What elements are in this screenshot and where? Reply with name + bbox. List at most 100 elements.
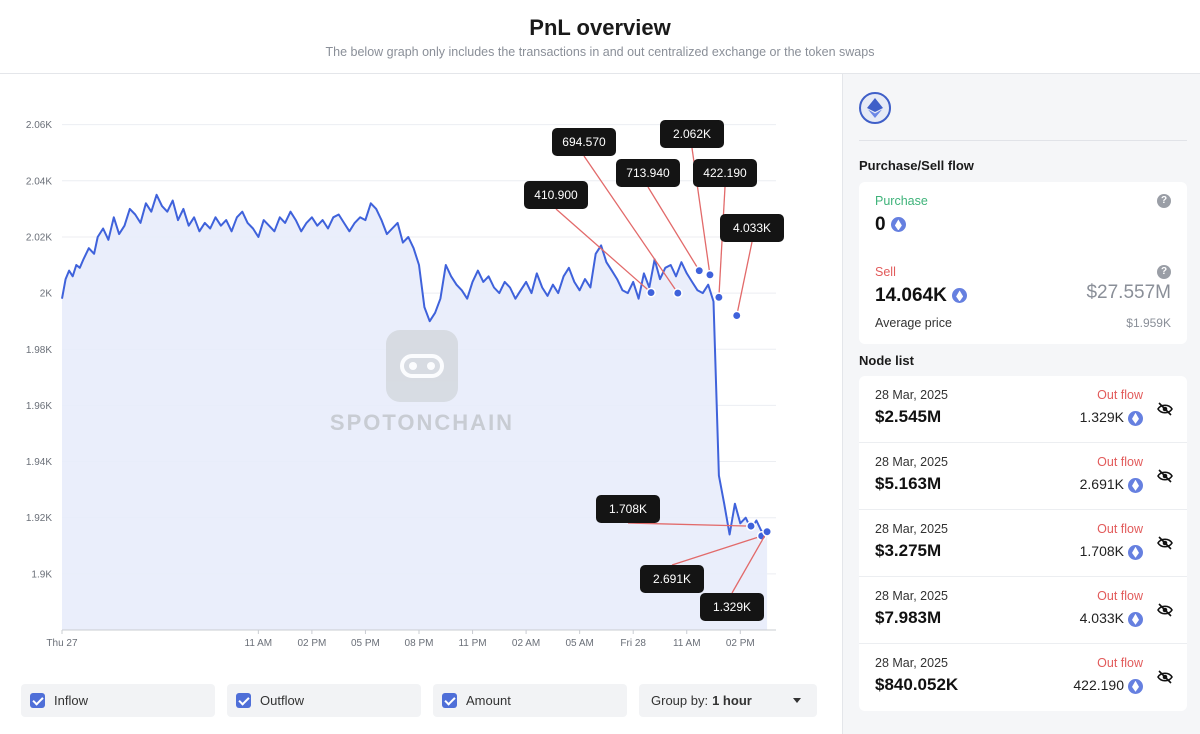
divider <box>859 140 1187 141</box>
eye-slash-icon[interactable] <box>1157 536 1173 550</box>
x-tick-label: 08 PM <box>405 638 434 649</box>
ethereum-token-icon[interactable] <box>859 92 891 124</box>
transaction-callout[interactable]: 1.708K <box>596 495 756 532</box>
callout-box <box>693 159 757 187</box>
transaction-point[interactable] <box>762 526 773 537</box>
transaction-point[interactable] <box>672 288 683 299</box>
callout-box <box>596 495 660 523</box>
inflow-checkbox[interactable] <box>30 693 45 708</box>
node-date: 28 Mar, 2025 <box>875 388 948 402</box>
transaction-point[interactable] <box>705 269 715 280</box>
transaction-callout[interactable]: 1.329K <box>700 526 773 621</box>
purchase-value: 0 <box>875 214 906 236</box>
y-tick-label: 1.94K <box>26 457 52 468</box>
outflow-label: Outflow <box>260 693 305 708</box>
transaction-point[interactable] <box>646 287 656 298</box>
average-price-label: Average price <box>875 316 952 330</box>
y-tick-label: 1.98K <box>26 345 52 356</box>
y-tick-label: 1.96K <box>26 401 52 412</box>
chart-controls: Inflow Outflow Amount Group by: 1 hour <box>0 680 842 734</box>
y-tick-label: 2.06K <box>26 120 52 131</box>
eth-icon <box>1128 544 1143 560</box>
callout-label: 410.900 <box>534 188 578 202</box>
pnl-chart[interactable]: 2.06K 2.04K 2.02K 2K 1.98K 1.96K 1.94K 1.92K 1.9… <box>0 75 842 675</box>
eye-slash-icon[interactable] <box>1157 402 1173 416</box>
callout-box <box>616 159 680 187</box>
eye-slash-icon[interactable] <box>1157 603 1173 617</box>
amount-toggle[interactable]: Amount <box>433 684 627 717</box>
chart-area-fill <box>62 194 768 631</box>
x-tick-label: 11 AM <box>673 638 701 649</box>
group-by-value: 1 hour <box>712 693 752 708</box>
node-amount: 422.190 <box>1073 677 1143 694</box>
y-tick-label: 2.02K <box>26 232 52 243</box>
transaction-callout[interactable]: 713.940 <box>616 159 705 276</box>
transaction-point[interactable] <box>731 310 742 321</box>
purchase-sell-card: Purchase ? 0 Sell ? 14.064K $27.557M Ave… <box>859 182 1187 344</box>
node-flow-type: Out flow <box>1097 455 1143 469</box>
callout-connector <box>555 208 652 294</box>
node-date: 28 Mar, 2025 <box>875 522 948 536</box>
purchase-help-icon[interactable]: ? <box>1157 194 1171 208</box>
eye-slash-icon[interactable] <box>1157 469 1173 483</box>
callout-label: 2.062K <box>673 127 711 141</box>
group-by-select[interactable]: Group by: 1 hour <box>639 684 817 717</box>
eye-slash-icon[interactable] <box>1157 670 1173 684</box>
x-tick-label: 05 PM <box>351 638 380 649</box>
sell-help-icon[interactable]: ? <box>1157 265 1171 279</box>
chart-series-line[interactable] <box>61 193 768 536</box>
flow-section-title: Purchase/Sell flow <box>859 158 974 173</box>
transaction-callout[interactable]: 2.062K <box>660 120 724 280</box>
inflow-toggle[interactable]: Inflow <box>21 684 215 717</box>
transaction-point[interactable] <box>694 265 705 276</box>
transaction-callout[interactable]: 4.033K <box>720 214 784 321</box>
node-amount: 1.708K <box>1080 543 1143 560</box>
inflow-label: Inflow <box>54 693 88 708</box>
transaction-point[interactable] <box>746 521 756 532</box>
purchase-label: Purchase <box>875 194 928 208</box>
average-price-value: $1.959K <box>1126 316 1171 330</box>
callout-connector <box>671 535 762 566</box>
node-usd-value: $840.052K <box>875 675 959 694</box>
transaction-callout[interactable]: 694.570 <box>552 128 683 299</box>
transaction-callout[interactable]: 422.190 <box>693 159 757 303</box>
watermark-logo-icon <box>386 330 458 402</box>
sell-label: Sell <box>875 265 896 279</box>
x-tick-label: 11 AM <box>245 638 273 649</box>
outflow-toggle[interactable]: Outflow <box>227 684 421 717</box>
node-amount-value: 1.708K <box>1079 543 1124 559</box>
purchase-amount: 0 <box>875 214 886 235</box>
node-list-title: Node list <box>859 353 914 368</box>
node-amount: 1.329K <box>1080 409 1143 426</box>
x-tick-label: 05 AM <box>565 638 593 649</box>
node-row[interactable]: 28 Mar, 2025 $2.545M Out flow 1.329K <box>859 376 1187 443</box>
node-row[interactable]: 28 Mar, 2025 $3.275M Out flow 1.708K <box>859 510 1187 577</box>
watermark: SPOTONCHAIN <box>322 330 522 436</box>
eth-icon <box>1128 477 1143 493</box>
node-row[interactable]: 28 Mar, 2025 $840.052K Out flow 422.190 <box>859 644 1187 711</box>
callout-label: 422.190 <box>703 166 747 180</box>
node-flow-type: Out flow <box>1097 388 1143 402</box>
x-tick-label: 02 AM <box>512 638 540 649</box>
node-flow-type: Out flow <box>1097 656 1143 670</box>
node-amount-value: 1.329K <box>1079 409 1124 425</box>
transaction-point[interactable] <box>713 292 724 303</box>
group-by-label: Group by: <box>651 693 709 708</box>
callout-box <box>640 565 704 593</box>
outflow-checkbox[interactable] <box>236 693 251 708</box>
callout-connector <box>647 186 700 271</box>
callout-connector <box>718 186 726 298</box>
transaction-callout[interactable]: 410.900 <box>524 181 656 298</box>
callout-box <box>552 128 616 156</box>
callout-box <box>660 120 724 148</box>
node-amount-value: 4.033K <box>1079 610 1124 626</box>
amount-checkbox[interactable] <box>442 693 457 708</box>
node-row[interactable]: 28 Mar, 2025 $5.163M Out flow 2.691K <box>859 443 1187 510</box>
sell-amount: 14.064K <box>875 285 947 306</box>
callout-connector <box>583 155 679 294</box>
node-row[interactable]: 28 Mar, 2025 $7.983M Out flow 4.033K <box>859 577 1187 644</box>
x-tick-label: 02 PM <box>297 638 326 649</box>
chart-svg[interactable]: 2.06K 2.04K 2.02K 2K 1.98K 1.96K 1.94K 1.92K 1.9… <box>0 75 842 675</box>
node-amount-value: 2.691K <box>1079 476 1124 492</box>
eth-icon <box>1128 410 1143 426</box>
